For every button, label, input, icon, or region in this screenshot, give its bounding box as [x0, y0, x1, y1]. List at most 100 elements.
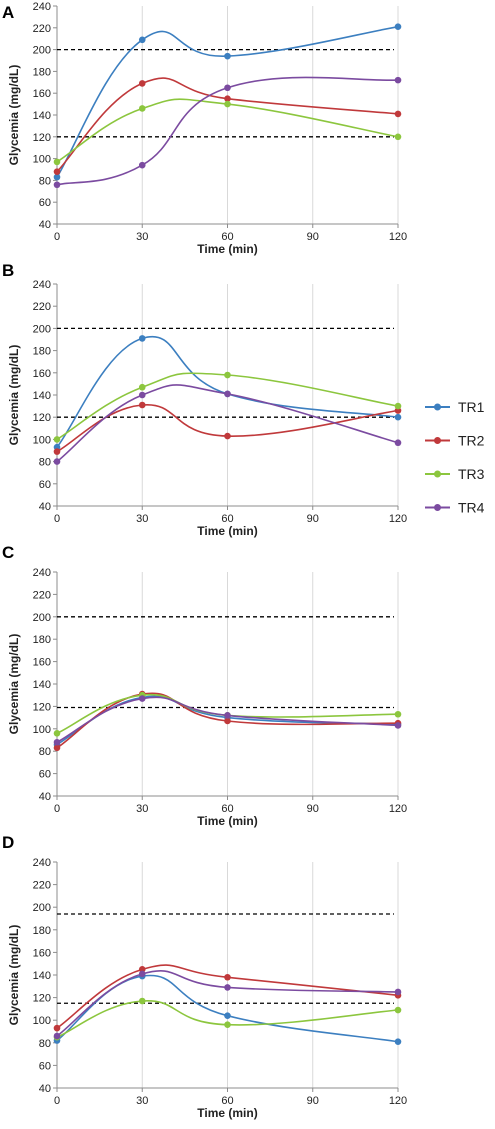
panel-c-tr2-line: [56, 692, 399, 749]
panel-a-y-axis-title: Glycemia (mg/dL): [7, 65, 21, 166]
panel-c-y-axis-title: Glycemia (mg/dL): [7, 634, 21, 735]
panel-c-letter: C: [2, 543, 14, 562]
panel-b-x-tick-120: 120: [389, 513, 407, 525]
panel-a-x-tick-90: 90: [307, 231, 319, 243]
legend-tr3-label: TR3: [458, 466, 485, 482]
panel-d-x-tick-60: 60: [221, 1095, 233, 1107]
panel-c-x-axis-title: Time (min): [197, 814, 257, 828]
panel-a-y-tick-140: 140: [33, 110, 51, 122]
panel-b-tr3-line: [56, 372, 399, 441]
legend: TR1 TR2 TR3 TR4: [425, 399, 485, 516]
panel-d-y-tick-120: 120: [33, 993, 51, 1005]
panel-b-y-axis-title: Glycemia (mg/dL): [7, 345, 21, 446]
panel-d-letter: D: [2, 833, 14, 852]
panel-d-tr4-line: [56, 970, 399, 1037]
panel-c-tr3-point-0: [53, 729, 61, 737]
panel-a-tr2-point-60: [224, 95, 231, 102]
panel-a-y-tick-120: 120: [33, 132, 51, 144]
panel-b-tr3-point-120: [394, 402, 402, 410]
panel-a-y-tick-180: 180: [33, 66, 51, 78]
panel-b-y-tick-240: 240: [33, 279, 51, 291]
panel-a-tr3-point-120: [394, 133, 402, 141]
panel-b-y-tick-220: 220: [33, 301, 51, 313]
panel-b-tr4-point-60: [224, 390, 231, 398]
panel-b-y-tick-160: 160: [33, 368, 51, 380]
panel-c-y-tick-120: 120: [33, 701, 51, 713]
panel-b-tr4-line: [56, 384, 399, 463]
panel-b-x-tick-90: 90: [307, 513, 319, 525]
panel-b-x-axis-title: Time (min): [197, 524, 257, 538]
panel-d-tr4-point-0: [53, 1032, 61, 1040]
panel-d-x-tick-120: 120: [389, 1095, 407, 1107]
legend-tr2-label: TR2: [458, 433, 485, 449]
panel-c-tr4-line: [56, 696, 399, 743]
panel-c-tr4-point-30: [138, 695, 146, 702]
panel-b-tr2-line: [56, 404, 399, 453]
panel-b-y-tick-120: 120: [33, 412, 51, 424]
panel-d-x-tick-90: 90: [307, 1095, 319, 1107]
panel-d-y-tick-40: 40: [39, 1083, 51, 1095]
panel-a-y-tick-240: 240: [33, 1, 51, 13]
panel-b-tr1-point-120: [394, 413, 402, 421]
panel-a-y-tick-220: 220: [33, 23, 51, 35]
panel-d-tr3-point-30: [138, 997, 146, 1005]
panel-a-tr3-point-60: [224, 100, 231, 108]
panel-d-x-tick-30: 30: [136, 1095, 148, 1107]
panel-b-tr3-point-30: [138, 383, 146, 391]
panel-c-tr4-point-60: [224, 712, 231, 719]
panel-c: C 40 60 80 100 120 140 160 180 200 220 240 0 30 60 90 12…: [2, 543, 407, 828]
panel-a-x-axis-title: Time (min): [197, 242, 257, 256]
panel-d: D 40 60 80 100 120 140 160 180 200 220 240 0 30 60 90 12…: [2, 833, 407, 1120]
panel-d-x-axis-title: Time (min): [197, 1106, 257, 1120]
panel-d-y-tick-80: 80: [39, 1038, 51, 1050]
panel-a-tr2-line: [56, 77, 399, 173]
panel-d-tr2-point-30: [138, 966, 146, 973]
legend-tr1-label: TR1: [458, 399, 485, 415]
legend-tr2-marker: [434, 437, 441, 444]
panel-c-x-tick-0: 0: [54, 803, 60, 815]
panel-c-tr2-point-0: [53, 744, 61, 752]
panel-d-y-tick-220: 220: [33, 880, 51, 892]
panel-d-tr2-line: [56, 964, 399, 1029]
panel-b-tr2-point-60: [224, 432, 231, 440]
panel-a-y-tick-100: 100: [33, 154, 51, 166]
panel-d-y-tick-200: 200: [33, 902, 51, 914]
panel-c-x-tick-120: 120: [389, 803, 407, 815]
panel-a-tr4-point-60: [224, 84, 231, 92]
panel-b-x-tick-30: 30: [136, 513, 148, 525]
panel-d-tr1-point-120: [394, 1038, 402, 1045]
panel-a-y-tick-160: 160: [33, 88, 51, 100]
panel-b-y-tick-200: 200: [33, 323, 51, 335]
panel-a-y-tick-80: 80: [39, 175, 51, 187]
panel-a-x-tick-0: 0: [54, 231, 60, 243]
panel-a-tr2-point-0: [53, 168, 61, 175]
panel-a-tr3-point-30: [138, 105, 146, 112]
panel-d-tr3-line: [56, 1000, 399, 1038]
panel-a-x-tick-30: 30: [136, 231, 148, 243]
panel-d-y-tick-140: 140: [33, 970, 51, 982]
panel-a-y-tick-200: 200: [33, 45, 51, 57]
panel-c-x-tick-90: 90: [307, 803, 319, 815]
panel-c-y-tick-40: 40: [39, 791, 51, 803]
panel-b-tr2-point-0: [53, 448, 61, 455]
panel-d-tr3-point-120: [394, 1006, 402, 1014]
panel-b-y-tick-140: 140: [33, 390, 51, 402]
panel-b-x-tick-60: 60: [221, 513, 233, 525]
panel-c-tr2-point-60: [224, 717, 231, 725]
panel-b-y-tick-80: 80: [39, 457, 51, 469]
panel-b-y-tick-40: 40: [39, 501, 51, 513]
panel-b-tr1-point-30: [138, 335, 146, 342]
panel-d-tr4-point-60: [224, 984, 231, 991]
panel-a-tr1-point-60: [224, 52, 231, 60]
panel-d-y-tick-100: 100: [33, 1015, 51, 1027]
panel-a-x-tick-120: 120: [389, 231, 407, 243]
panel-a-tr3-line: [56, 98, 399, 163]
panel-a-tr4-point-120: [394, 76, 402, 84]
panel-d-tr2-point-0: [53, 1024, 61, 1032]
legend-tr4-label: TR4: [458, 500, 485, 516]
panel-d-tr4-point-30: [138, 970, 146, 978]
panel-c-y-tick-220: 220: [33, 589, 51, 601]
panel-d-y-tick-240: 240: [33, 857, 51, 869]
panel-b-letter: B: [2, 261, 14, 280]
